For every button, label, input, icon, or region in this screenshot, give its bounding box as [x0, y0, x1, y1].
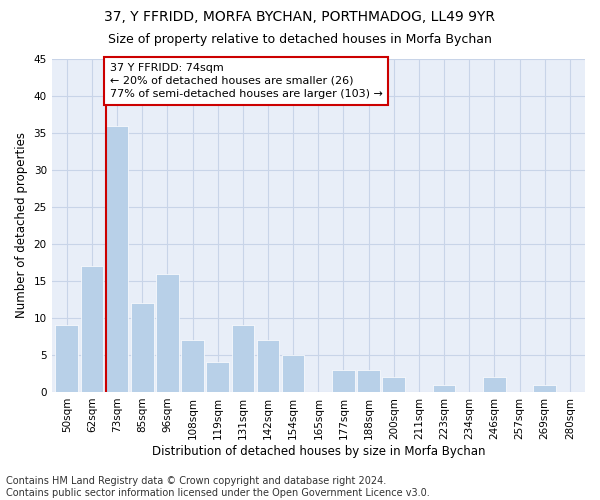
Bar [358, 370, 380, 392]
Bar [181, 340, 204, 392]
Bar [282, 355, 304, 392]
Bar [156, 274, 179, 392]
Bar [433, 384, 455, 392]
Bar [483, 377, 506, 392]
Text: Size of property relative to detached houses in Morfa Bychan: Size of property relative to detached ho… [108, 32, 492, 46]
Bar [106, 126, 128, 392]
Bar [232, 326, 254, 392]
Text: 37, Y FFRIDD, MORFA BYCHAN, PORTHMADOG, LL49 9YR: 37, Y FFRIDD, MORFA BYCHAN, PORTHMADOG, … [104, 10, 496, 24]
Bar [206, 362, 229, 392]
Bar [55, 326, 78, 392]
Text: 37 Y FFRIDD: 74sqm
← 20% of detached houses are smaller (26)
77% of semi-detache: 37 Y FFRIDD: 74sqm ← 20% of detached hou… [110, 62, 382, 99]
Bar [533, 384, 556, 392]
Bar [257, 340, 280, 392]
Bar [382, 377, 405, 392]
Text: Contains HM Land Registry data © Crown copyright and database right 2024.
Contai: Contains HM Land Registry data © Crown c… [6, 476, 430, 498]
Bar [131, 303, 154, 392]
Bar [80, 266, 103, 392]
Y-axis label: Number of detached properties: Number of detached properties [15, 132, 28, 318]
X-axis label: Distribution of detached houses by size in Morfa Bychan: Distribution of detached houses by size … [152, 444, 485, 458]
Bar [332, 370, 355, 392]
